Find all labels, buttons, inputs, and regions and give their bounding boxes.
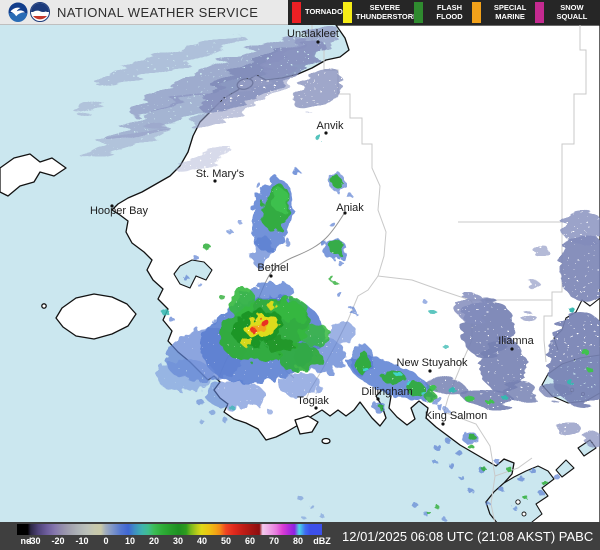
city-labels: Unalakleet Anvik St. Mary's Hooper Bay A… [90, 28, 535, 422]
colorbar-tick: 30 [172, 536, 184, 546]
city-label-hooper-bay: Hooper Bay [90, 205, 149, 217]
rain-specks-bering [196, 399, 325, 520]
status-bar: nd -30 -20 -10 0 10 20 30 40 50 60 70 80… [0, 522, 600, 550]
city-label-st-marys: St. Mary's [196, 168, 245, 180]
reflectivity-colorbar [17, 524, 322, 535]
severe-thunderstorm-swatch [342, 2, 352, 23]
rain-echo-stuyahok [346, 344, 449, 413]
city-label-aniak: Aniak [336, 202, 364, 214]
legend-item-severe-thunderstorm: SEVERE THUNDERSTORM [342, 2, 419, 23]
colorbar-tick: 60 [244, 536, 256, 546]
colorbar-tick: 10 [124, 536, 136, 546]
timestamp: 12/01/2025 06:08 UTC (21:08 AKST) PABC [342, 529, 594, 544]
island-hagemeister [294, 415, 319, 435]
colorbar-tick: nd [20, 536, 32, 546]
snow-squall-swatch [534, 2, 544, 23]
colorbar-tick: -30 [27, 536, 41, 546]
colorbar-tick: -20 [51, 536, 65, 546]
city-label-iliamna: Iliamna [498, 335, 534, 347]
city-label-new-stuyahok: New Stuyahok [397, 357, 468, 369]
page-title: NATIONAL WEATHER SERVICE [57, 4, 259, 20]
colorbar-tick: 50 [220, 536, 232, 546]
city-label-togiak: Togiak [297, 395, 329, 407]
warning-legend: TORNADO SEVERE THUNDERSTORM FLASH FLOOD … [288, 0, 600, 25]
colorbar-tick: 80 [292, 536, 304, 546]
colorbar-tick: 0 [103, 536, 109, 546]
header-branding: NATIONAL WEATHER SERVICE [0, 0, 288, 25]
colorbar-unit-label: dBZ [313, 536, 331, 546]
mainland [111, 25, 600, 550]
noaa-logo-icon [8, 2, 28, 22]
colorbar-tick: 40 [196, 536, 208, 546]
radar-map[interactable]: Unalakleet Anvik St. Mary's Hooper Bay A… [0, 25, 600, 550]
island-west [0, 153, 67, 197]
legend-item-flash-flood: FLASH FLOOD [413, 2, 473, 23]
app-header: NATIONAL WEATHER SERVICE TORNADO SEVERE … [0, 0, 600, 25]
radar-echoes [75, 27, 600, 521]
fjord-inlet-1 [555, 459, 575, 478]
baird-inlet [173, 259, 213, 289]
colorbar-tick: 20 [148, 536, 160, 546]
colorbar-tick: 70 [268, 536, 280, 546]
rain-specks-bethel-west [161, 220, 449, 349]
flash-flood-swatch [413, 2, 423, 23]
landmasses [0, 25, 600, 550]
city-markers [110, 40, 514, 426]
nws-logo-icon [30, 2, 50, 22]
legend-item-snow-squall: SNOW SQUALL [534, 2, 596, 23]
city-label-bethel: Bethel [257, 262, 288, 274]
legend-item-tornado: TORNADO [292, 2, 343, 23]
snow-echo-norton-sound [75, 27, 343, 172]
tornado-swatch [292, 2, 301, 23]
city-label-unalakleet: Unalakleet [287, 28, 339, 40]
colorbar-tick: -10 [75, 536, 89, 546]
rain-echo-aniak [314, 135, 356, 313]
city-label-dillingham: Dillingham [361, 386, 412, 398]
rain-echo-st-marys [250, 169, 300, 268]
city-label-king-salmon: King Salmon [425, 410, 487, 422]
island-nunivak [55, 293, 137, 340]
rain-specks-southeast [412, 432, 560, 521]
special-marine-swatch [472, 2, 482, 23]
city-label-anvik: Anvik [317, 120, 344, 132]
legend-item-special-marine: SPECIAL MARINE [472, 2, 535, 23]
rain-echo-main-storm [155, 281, 356, 409]
